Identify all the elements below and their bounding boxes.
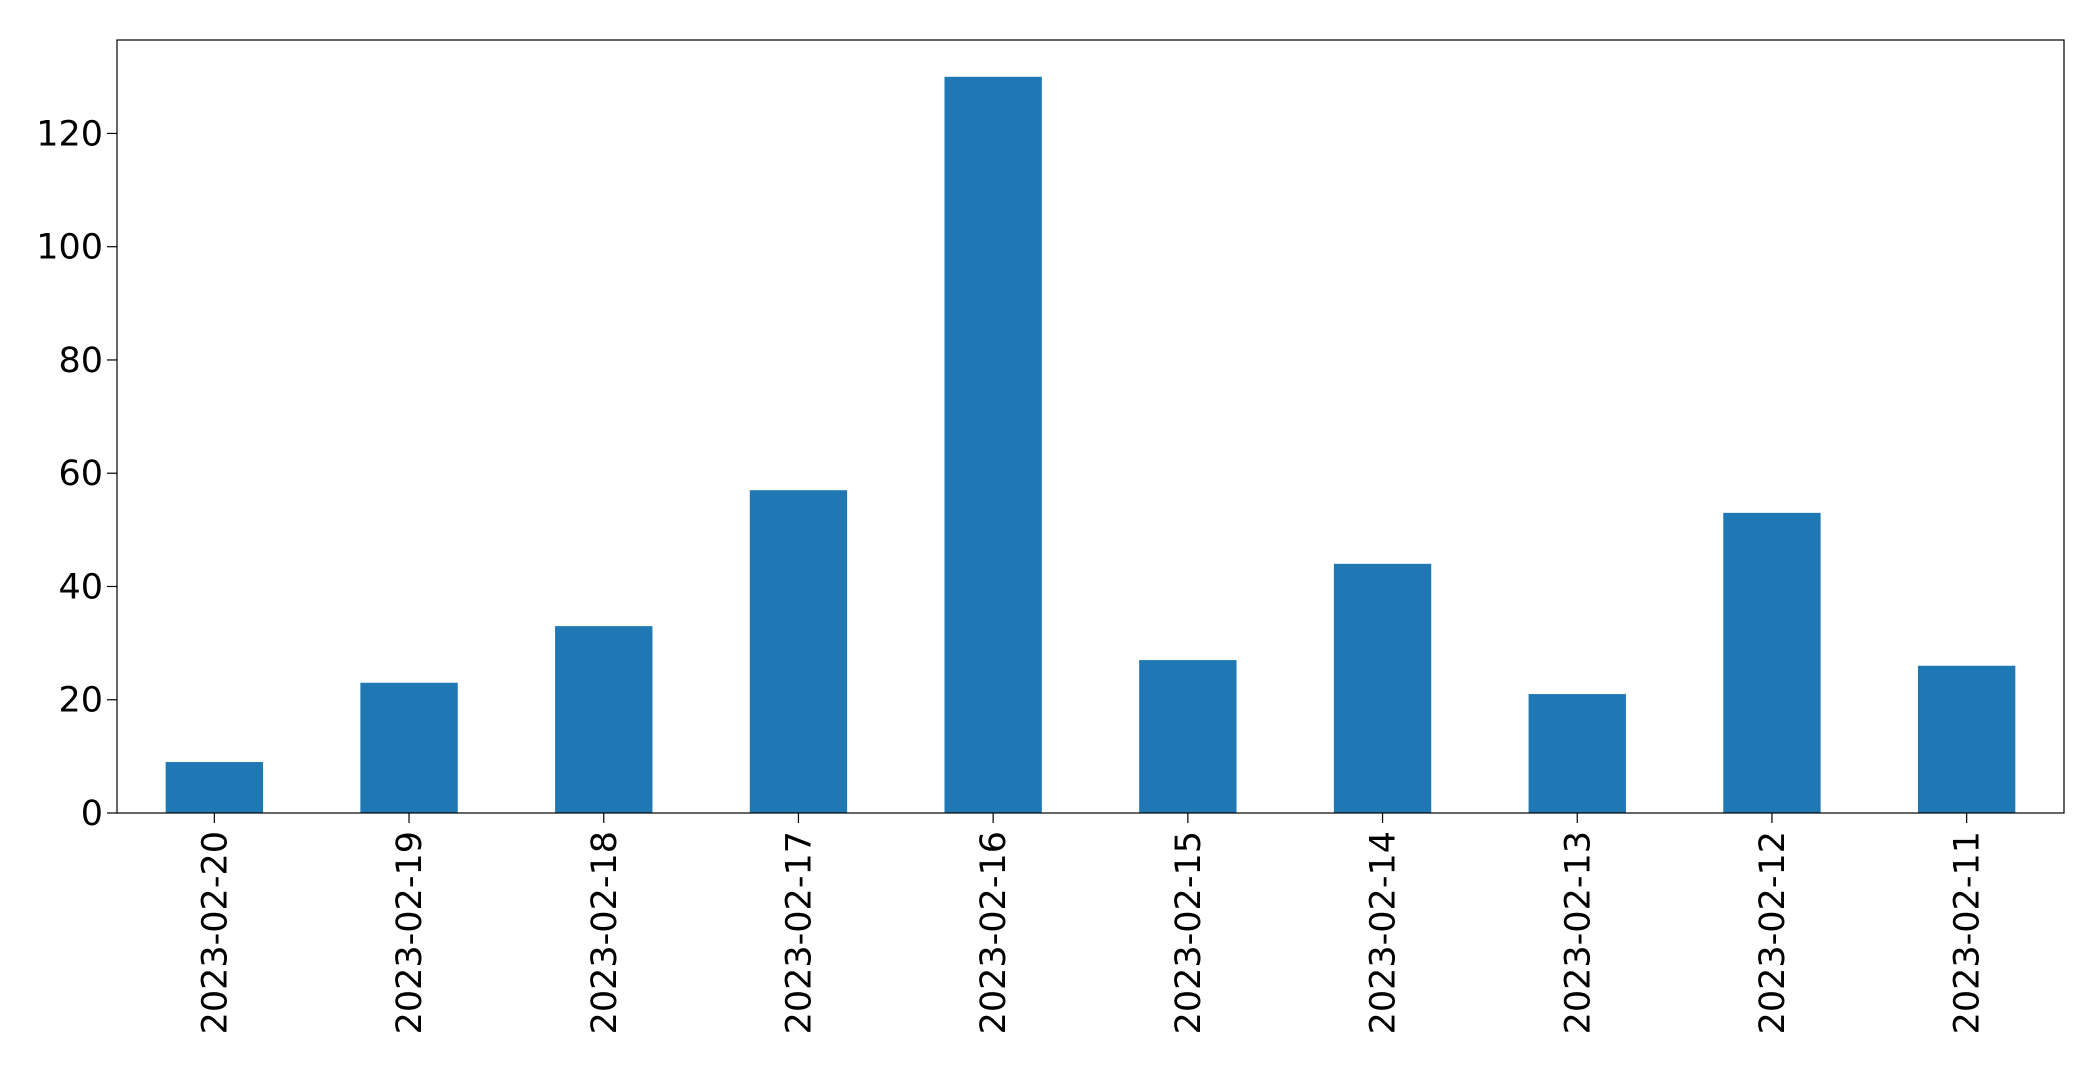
y-tick-label: 100 xyxy=(36,228,103,268)
bar-2023-02-19 xyxy=(360,682,458,813)
bar-2023-02-11 xyxy=(1917,665,2016,813)
y-tick-label: 60 xyxy=(58,454,103,494)
bar-2023-02-20 xyxy=(165,762,264,813)
x-axis: 2023-02-20 2023-02-19 2023-02-18 2023-02-17… xyxy=(195,813,1988,1034)
bar-2023-02-16 xyxy=(944,76,1042,814)
x-tick-label: 2023-02-16 xyxy=(974,831,1014,1034)
x-tick-label: 2023-02-12 xyxy=(1753,831,1793,1034)
x-tick-label: 2023-02-17 xyxy=(779,831,819,1034)
y-tick-label: 0 xyxy=(81,794,103,834)
bar-2023-02-13 xyxy=(1528,694,1626,813)
y-tick-label: 120 xyxy=(36,114,103,154)
bar-2023-02-18 xyxy=(555,626,653,813)
y-tick-label: 80 xyxy=(58,341,103,381)
x-tick-label: 2023-02-18 xyxy=(585,831,625,1034)
y-tick-label: 40 xyxy=(58,567,103,607)
y-axis: 0 20 40 60 80 100 120 xyxy=(36,114,117,834)
x-tick-label: 2023-02-14 xyxy=(1364,831,1404,1034)
plot-frame xyxy=(116,39,2065,814)
bar-2023-02-12 xyxy=(1723,512,1821,813)
x-tick-label: 2023-02-11 xyxy=(1948,831,1988,1034)
x-tick-label: 2023-02-13 xyxy=(1558,831,1598,1034)
x-tick-label: 2023-02-15 xyxy=(1169,831,1209,1034)
bar-2023-02-17 xyxy=(749,490,848,813)
x-tick-label: 2023-02-20 xyxy=(195,831,235,1034)
bar-2023-02-14 xyxy=(1333,563,1432,813)
bar-2023-02-15 xyxy=(1139,660,1237,813)
x-tick-label: 2023-02-19 xyxy=(390,831,430,1034)
bars xyxy=(165,76,2016,814)
y-tick-label: 20 xyxy=(58,681,103,721)
